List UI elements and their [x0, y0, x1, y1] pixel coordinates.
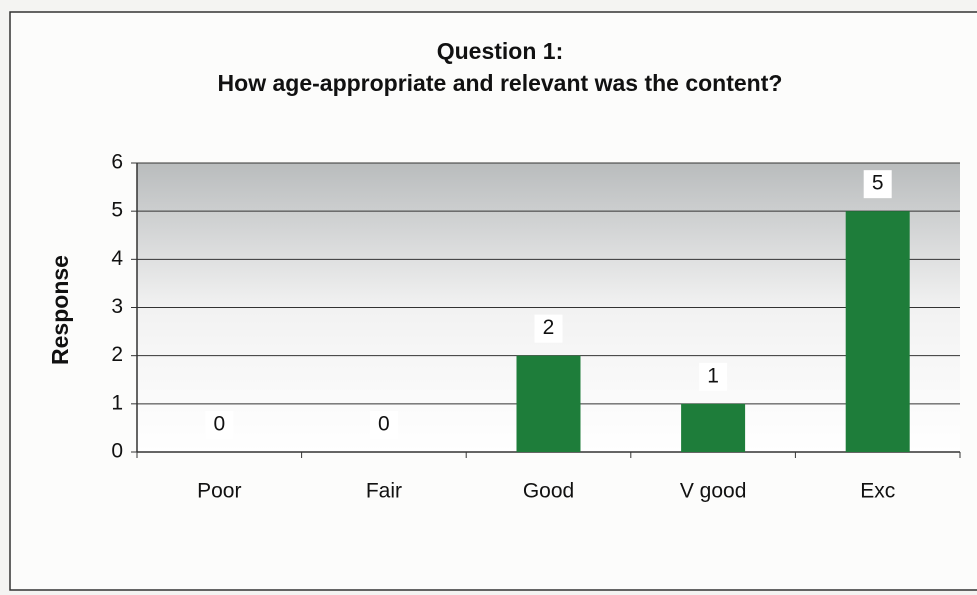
data-label-box	[205, 411, 234, 439]
data-label-box	[699, 362, 728, 391]
y-tick-label: 0	[111, 440, 123, 463]
y-tick-label: 1	[111, 391, 123, 414]
y-tick-label: 2	[111, 343, 123, 366]
data-label: 5	[872, 172, 884, 195]
bar	[845, 211, 910, 452]
bar	[681, 403, 746, 452]
y-tick-label: 4	[111, 247, 123, 270]
data-label-box	[369, 411, 398, 439]
data-label: 2	[543, 316, 555, 339]
x-tick-label: Poor	[197, 480, 241, 503]
data-label: 1	[707, 364, 719, 387]
y-tick-label: 3	[111, 295, 123, 318]
x-tick-label: V good	[680, 480, 747, 503]
bar	[516, 355, 581, 452]
x-tick-label: Fair	[366, 480, 402, 503]
data-label-box	[534, 314, 563, 343]
x-tick-label: Good	[523, 480, 574, 503]
chart-title: Question 1:	[437, 38, 564, 64]
x-tick-label: Exc	[860, 480, 895, 503]
y-tick-label: 6	[111, 151, 123, 174]
data-label-box	[863, 170, 892, 199]
y-axis-label: Response	[47, 255, 73, 365]
data-label: 0	[213, 413, 225, 436]
chart-subtitle: How age-appropriate and relevant was the…	[218, 70, 783, 96]
y-tick-label: 5	[111, 199, 123, 222]
data-label: 0	[378, 413, 390, 436]
